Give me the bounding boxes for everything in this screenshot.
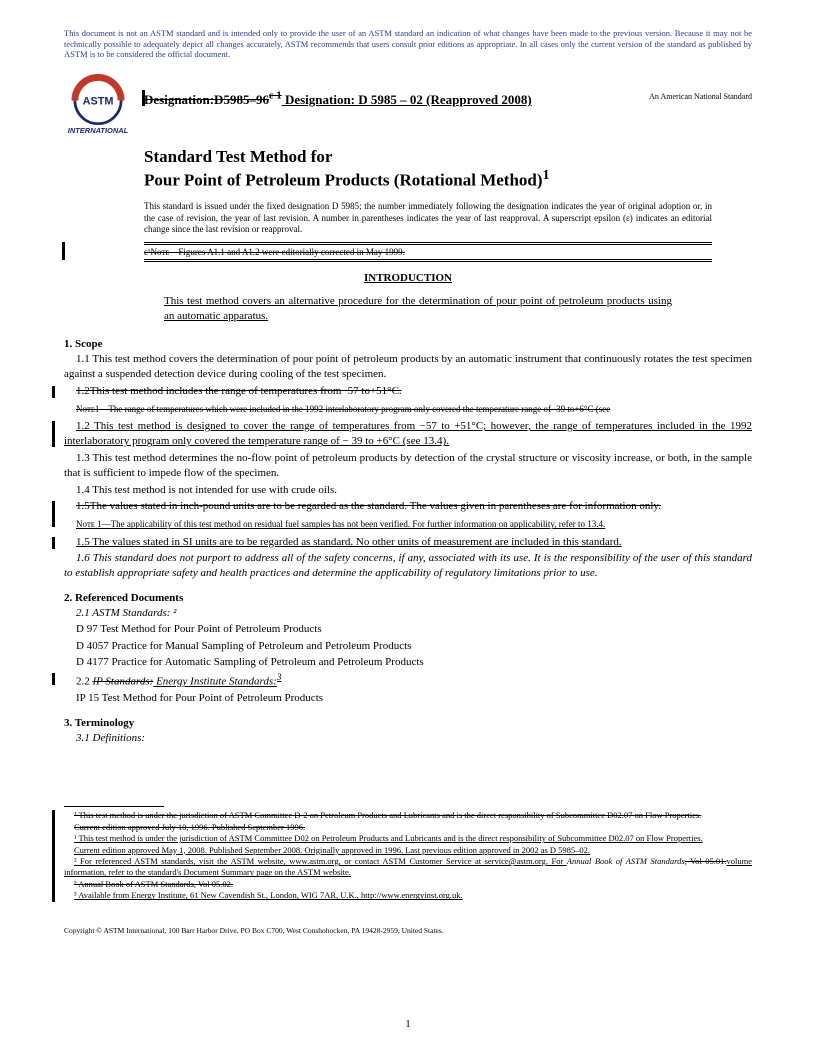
fn1-old2: Current edition approved July 10, 1996. … — [64, 822, 752, 833]
fn2-ital: Annual Book of ASTM Standards — [567, 856, 685, 866]
refdoc-d4177: D 4177 Practice for Automatic Sampling o… — [64, 655, 752, 670]
scope-1-2-new: 1.2 This test method is designed to cove… — [64, 419, 752, 450]
copyright: Copyright © ASTM International, 100 Barr… — [64, 926, 752, 935]
designation-old-sup: ε 1 — [269, 90, 282, 102]
scope-1-6: 1.6 This standard does not purport to ad… — [64, 551, 752, 582]
refdoc-d4057: D 4057 Practice for Manual Sampling of P… — [64, 639, 752, 654]
footnotes: ¹ This test method is under the jurisdic… — [64, 810, 752, 902]
svg-text:ASTM: ASTM — [83, 96, 114, 108]
designation-line: Designation:D5985–96ε 1 Designation: D 5… — [144, 92, 532, 107]
scope-1-1: 1.1 This test method covers the determin… — [64, 352, 752, 383]
change-bar — [52, 673, 55, 685]
refdoc-2-2-sup: 3 — [277, 672, 282, 682]
refdoc-head: 2. Referenced Documents — [64, 592, 752, 604]
refdoc-2-2-new: Energy Institute Standards: — [153, 676, 277, 688]
designation-new: Designation: D 5985 – 02 (Reapproved 200… — [282, 92, 532, 107]
scope-1-3: 1.3 This test method determines the no-f… — [64, 451, 752, 482]
intro-text: This test method covers an alternative p… — [164, 294, 672, 324]
fn2: ² For referenced ASTM standards, visit t… — [64, 856, 752, 879]
refdoc-2-2-old: IP Standards: — [93, 676, 154, 688]
scope-1-5-new-wrap: 1.5 The values stated in SI units are to… — [64, 535, 752, 550]
refdoc-ip15: IP 15 Test Method for Pour Point of Petr… — [64, 691, 752, 706]
scope-1-2-new-wrap: 1.2 This test method is designed to cove… — [64, 419, 752, 450]
change-bar — [52, 501, 55, 527]
scope-1-2-old-wrap: 1.2This test method includes the range o… — [64, 384, 752, 399]
refdoc-d97: D 97 Test Method for Pour Point of Petro… — [64, 622, 752, 637]
scope-1-2-old: 1.2This test method includes the range o… — [64, 384, 752, 399]
change-bar — [52, 421, 55, 447]
svg-text:INTERNATIONAL: INTERNATIONAL — [68, 126, 129, 135]
double-rule-bot — [144, 259, 712, 262]
scope-1-5-old-wrap: 1.5The values stated in inch-pound units… — [64, 499, 752, 514]
scope-1-4: 1.4 This test method is not intended for… — [64, 483, 752, 498]
scope-note1-new: Nᴏᴛᴇ 1—The applicability of this test me… — [64, 518, 752, 530]
title-sup: 1 — [543, 167, 550, 183]
ansi-label: An American National Standard — [649, 92, 752, 101]
page-container: This document is not an ASTM standard an… — [0, 0, 816, 955]
astm-logo: ASTM INTERNATIONAL — [64, 72, 132, 140]
epsilon-struck: ε¹Nᴏᴛᴇ—Figures A1.1 and A1.2 were editor… — [144, 245, 712, 259]
title-line2: Pour Point of Petroleum Products (Rotati… — [144, 167, 752, 191]
term-head: 3. Terminology — [64, 717, 752, 729]
designation-old: Designation:D5985–96 — [144, 92, 269, 107]
change-bar — [142, 90, 145, 106]
intro-heading: INTRODUCTION — [64, 272, 752, 284]
fn3: ³ Available from Energy Institute, 61 Ne… — [64, 890, 752, 901]
fn1-new2: Current edition approved May 1, 2008. Pu… — [64, 845, 752, 856]
refdoc-2-2: 2.2 IP Standards: Energy Institute Stand… — [64, 671, 752, 690]
blue-notice: This document is not an ASTM standard an… — [64, 28, 752, 60]
epsilon-block: ε¹Nᴏᴛᴇ—Figures A1.1 and A1.2 were editor… — [144, 242, 712, 262]
scope-head: 1. Scope — [64, 338, 752, 350]
title-line1: Standard Test Method for — [144, 146, 752, 167]
fn2-a: ² For referenced ASTM standards, visit t… — [74, 856, 567, 866]
fn2-old: , Vol 05.01. — [685, 856, 727, 866]
fn1-old: ¹ This test method is under the jurisdic… — [64, 810, 752, 821]
designation-block: Designation:D5985–96ε 1 Designation: D 5… — [144, 72, 752, 108]
fn-old-annual: ² Annual Book of ASTM Standards, Vol 05.… — [64, 879, 752, 890]
page-number: 1 — [0, 1018, 816, 1030]
issue-note: This standard is issued under the fixed … — [144, 201, 752, 236]
scope-1-5-old: 1.5The values stated in inch-pound units… — [64, 499, 752, 514]
scope-note1-old: Nᴏᴛᴇ1—The range of temperatures which we… — [64, 403, 752, 415]
term-3-1: 3.1 Definitions: — [64, 731, 752, 746]
scope-1-5-new: 1.5 The values stated in SI units are to… — [64, 535, 752, 550]
change-bar — [52, 810, 55, 902]
header-row: ASTM INTERNATIONAL Designation:D5985–96ε… — [64, 72, 752, 140]
refdoc-2-2-wrap: 2.2 IP Standards: Energy Institute Stand… — [64, 671, 752, 690]
refdoc-2-2-pre: 2.2 — [76, 676, 93, 688]
footnote-rule — [64, 806, 164, 807]
change-bar — [52, 537, 55, 549]
refdoc-2-1: 2.1 ASTM Standards: ² — [64, 606, 752, 621]
change-bar — [62, 242, 65, 260]
change-bar — [52, 386, 55, 398]
title-block: Standard Test Method for Pour Point of P… — [144, 146, 752, 191]
title-line2-text: Pour Point of Petroleum Products (Rotati… — [144, 171, 543, 190]
fn1-new: ¹ This test method is under the jurisdic… — [64, 833, 752, 844]
